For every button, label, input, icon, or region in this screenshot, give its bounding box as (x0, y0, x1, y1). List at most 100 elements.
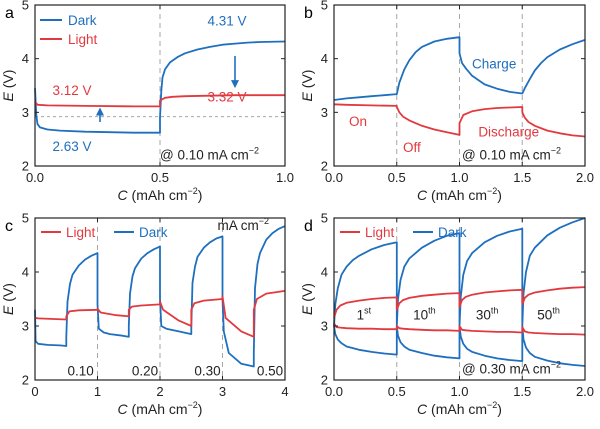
annotation-label: @ 0.10 mA cm−2 (462, 146, 561, 163)
x-axis-label-symbol: C (118, 187, 129, 203)
panel-label: a (5, 5, 14, 22)
annotation-label: @ 0.30 mA cm−2 (462, 360, 561, 377)
legend-label-dark: Dark (68, 13, 97, 28)
y-axis-label-symbol: E (0, 91, 16, 101)
arrow-head (231, 80, 239, 89)
series-dark-line (333, 36, 586, 101)
x-axis-label-sup: −2 (188, 400, 198, 410)
x-tick-label: 2.0 (576, 384, 594, 399)
series-light-line (333, 322, 586, 336)
series-light-line (34, 94, 285, 108)
y-axis-label-unit: (V) (0, 283, 16, 306)
annotation-label: Charge (472, 56, 516, 71)
y-axis-label: E (V) (299, 283, 315, 315)
annotation-text: Charge (472, 56, 516, 71)
annotation-sup: th (491, 306, 499, 316)
x-tick-label: 0.5 (151, 170, 169, 185)
annotation-label: 50th (537, 306, 560, 323)
annotation-sup: −2 (551, 146, 561, 156)
y-tick-label: 4 (321, 51, 328, 66)
y-axis-label-symbol: E (0, 305, 16, 315)
annotation-sup: st (364, 306, 372, 316)
annotation-text: @ 0.10 mA cm (160, 148, 249, 163)
legend-label-light: Light (365, 225, 395, 240)
x-tick-label: 0.0 (325, 170, 343, 185)
x-tick-label: 1.5 (513, 384, 531, 399)
panel-label: c (5, 218, 13, 235)
x-tick-label: 1.5 (513, 170, 531, 185)
y-tick-label: 4 (22, 51, 29, 66)
annotation-label: 0.10 (68, 364, 94, 379)
series-dark-line (34, 40, 286, 134)
panel-label: b (304, 5, 313, 22)
annotation-text: 0.10 (68, 364, 94, 379)
y-tick-label: 4 (321, 265, 328, 280)
x-tick-label: 1.0 (276, 170, 294, 185)
annotation-label: 30th (476, 306, 499, 323)
y-tick-label: 5 (22, 0, 29, 13)
annotation-label: 3.12 V (53, 83, 92, 98)
x-axis-label-end: ) (198, 401, 203, 417)
x-tick-label: 1.0 (450, 170, 468, 185)
annotation-text: 50 (537, 308, 552, 323)
x-tick-label: 2 (156, 384, 163, 399)
annotation-label: Discharge (478, 124, 539, 139)
annotation-label: 4.31 V (208, 13, 247, 28)
annotation-text: On (349, 114, 367, 129)
annotation-label: mA cm−2 (218, 216, 270, 233)
legend-label-light: Light (66, 225, 96, 240)
y-axis-label: E (V) (0, 70, 16, 102)
x-tick-label: 1 (94, 384, 101, 399)
legend-label-dark: Dark (438, 225, 467, 240)
y-axis-label-symbol: E (299, 305, 315, 315)
x-axis-label-symbol: C (417, 401, 428, 417)
y-tick-label: 5 (321, 211, 328, 226)
annotation-sup: th (428, 306, 436, 316)
series-light-line (34, 290, 286, 338)
x-axis-label-sup: −2 (188, 186, 198, 196)
annotation-label: @ 0.10 mA cm−2 (160, 146, 259, 163)
legend-label-dark: Dark (139, 225, 168, 240)
annotation-label: On (349, 114, 367, 129)
x-axis-label: C (mAh cm−2) (118, 186, 203, 203)
annotation-label: Off (403, 140, 421, 155)
y-axis-label-symbol: E (299, 91, 315, 101)
annotation-text: 3.32 V (208, 90, 247, 105)
annotation-text: 0.50 (257, 364, 283, 379)
x-axis-label: C (mAh cm−2) (118, 400, 203, 417)
x-axis-label-sup: −2 (487, 186, 497, 196)
x-axis-label: C (mAh cm−2) (417, 400, 502, 417)
legend-label-light: Light (68, 32, 98, 47)
annotation-text: Discharge (478, 124, 539, 139)
annotation-text: 3.12 V (53, 83, 92, 98)
annotation-text: 2.63 V (53, 139, 92, 154)
series-light-line (333, 286, 586, 319)
y-tick-label: 2 (22, 159, 29, 174)
annotation-text: 4.31 V (208, 13, 247, 28)
y-tick-label: 3 (22, 319, 29, 334)
x-axis-label-symbol: C (118, 401, 129, 417)
annotation-sup: th (552, 306, 560, 316)
annotation-label: 1st (357, 306, 372, 323)
x-axis-label-end: ) (497, 401, 502, 417)
x-axis-label-symbol: C (417, 187, 428, 203)
x-axis-label-unit: (mAh cm (128, 401, 188, 417)
series-light-line (333, 103, 586, 138)
annotation-text: @ 0.30 mA cm (462, 362, 551, 377)
annotation-text: 30 (476, 308, 491, 323)
annotation-label: 2.63 V (53, 139, 92, 154)
x-tick-label: 4 (281, 384, 288, 399)
annotation-label: 0.20 (132, 364, 158, 379)
series-dark-line (333, 217, 586, 327)
x-axis-label: C (mAh cm−2) (417, 186, 502, 203)
annotation-text: mA cm (218, 218, 259, 233)
annotation-label: 0.50 (257, 364, 283, 379)
series-dark-line (333, 325, 586, 367)
y-tick-label: 4 (22, 265, 29, 280)
annotation-sup: −2 (551, 360, 561, 370)
arrow-head (96, 107, 104, 116)
x-axis-label-end: ) (198, 187, 203, 203)
x-axis-label-unit: (mAh cm (128, 187, 188, 203)
y-axis-label: E (V) (0, 283, 16, 315)
